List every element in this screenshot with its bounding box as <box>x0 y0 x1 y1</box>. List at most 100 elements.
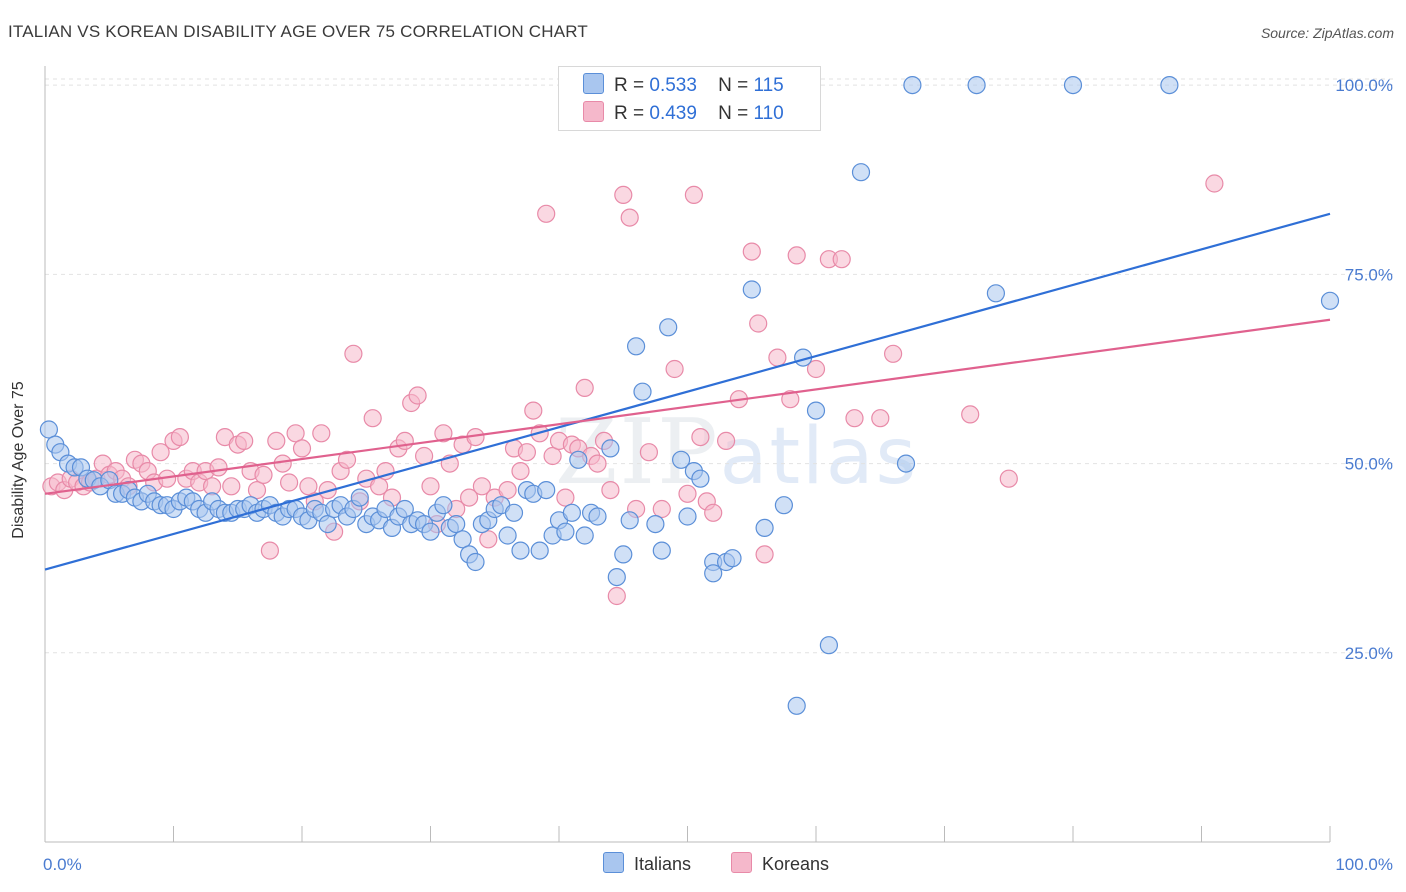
italian-point-90 <box>626 337 646 356</box>
italian-point-83 <box>575 526 594 545</box>
italian-point-81 <box>562 503 582 522</box>
italian-point-76 <box>530 541 549 560</box>
korean-point-50 <box>363 409 382 428</box>
korean-point-42 <box>312 424 331 443</box>
italian-point-63 <box>447 514 466 534</box>
korean-point-25 <box>203 477 222 496</box>
italian-point-98 <box>691 469 710 488</box>
koreans-trend-line <box>44 318 1331 495</box>
korean-point-40 <box>299 477 318 496</box>
koreans-points <box>42 174 1224 606</box>
x-tick-label-min: 0.0% <box>43 855 82 874</box>
italian-point-110 <box>851 163 871 182</box>
italian-point-104 <box>755 518 774 538</box>
korean-point-47 <box>344 344 363 363</box>
italian-point-0 <box>39 420 59 439</box>
italian-point-82 <box>569 450 588 469</box>
korean-point-61 <box>434 424 453 443</box>
legend-italians-swatch <box>603 852 624 873</box>
korean-point-26 <box>209 458 228 477</box>
italian-point-103 <box>742 280 761 299</box>
korean-point-82 <box>575 378 594 397</box>
italian-point-100 <box>704 564 723 583</box>
korean-point-106 <box>787 246 806 265</box>
korean-point-30 <box>235 431 254 450</box>
italian-point-93 <box>652 541 671 560</box>
korean-point-68 <box>479 530 498 549</box>
korean-point-73 <box>517 443 537 462</box>
italian-point-109 <box>819 636 839 655</box>
axes <box>44 66 1331 843</box>
italian-point-91 <box>633 382 652 401</box>
korean-point-46 <box>337 450 357 469</box>
legend-koreans: Koreans <box>731 852 829 875</box>
y-tick-label-100: 100.0% <box>1335 76 1393 95</box>
italian-point-43 <box>318 514 337 534</box>
italians-r-value: 0.533 <box>649 75 697 96</box>
italian-point-85 <box>588 507 607 526</box>
korean-point-103 <box>755 545 774 564</box>
korean-point-88 <box>614 185 633 204</box>
italian-point-61 <box>434 496 453 515</box>
italian-point-94 <box>659 318 678 337</box>
y-tick-label-50: 50.0% <box>1345 455 1393 474</box>
italian-point-77 <box>537 481 556 500</box>
korean-point-39 <box>292 439 312 458</box>
korean-point-43 <box>318 481 337 500</box>
italian-point-111 <box>896 454 916 473</box>
italian-point-108 <box>806 401 826 420</box>
korean-point-67 <box>472 477 491 496</box>
korean-point-94 <box>678 484 697 503</box>
italian-point-71 <box>498 526 517 545</box>
y-tick-label-75: 75.0% <box>1345 265 1393 284</box>
italian-point-80 <box>556 522 575 541</box>
italian-point-95 <box>671 450 691 469</box>
italian-point-114 <box>1320 291 1340 310</box>
tick-labels: 25.0% 50.0% 75.0% 100.0% 0.0% 100.0% <box>43 76 1393 874</box>
korean-point-34 <box>260 541 279 560</box>
korean-point-20 <box>170 428 189 447</box>
korean-point-57 <box>408 386 427 405</box>
italian-point-73 <box>511 541 530 560</box>
italian-point-72 <box>504 503 524 522</box>
korean-point-111 <box>871 409 890 428</box>
korean-point-74 <box>524 401 543 420</box>
legend-koreans-label: Koreans <box>762 854 830 874</box>
korean-point-76 <box>537 204 556 223</box>
korean-point-33 <box>254 465 273 484</box>
italian-point-112 <box>986 284 1006 303</box>
korean-point-101 <box>742 242 761 261</box>
italians-n-label: N = <box>718 75 749 96</box>
italian-point-89 <box>620 511 639 530</box>
korean-point-102 <box>749 314 768 333</box>
korean-point-77 <box>543 446 562 466</box>
x-tick-label-max: 100.0% <box>1335 855 1393 874</box>
chart-source: Source: ZipAtlas.com <box>1260 25 1394 41</box>
korean-point-32 <box>247 481 267 500</box>
korean-point-96 <box>691 428 710 447</box>
legend-row-koreans: R = 0.439 N = 110 <box>583 101 784 125</box>
korean-point-38 <box>286 424 305 443</box>
italians-swatch <box>583 73 604 94</box>
legend-italians: Italians <box>603 852 691 875</box>
korean-point-59 <box>421 477 440 496</box>
italian-point-64 <box>453 530 472 549</box>
korean-point-79 <box>556 488 575 507</box>
korean-point-99 <box>716 431 736 450</box>
italian-point-119 <box>1063 75 1083 95</box>
italian-point-92 <box>646 514 665 534</box>
korean-point-65 <box>460 488 479 507</box>
korean-point-35 <box>267 431 286 450</box>
korean-point-86 <box>601 481 620 500</box>
korean-point-36 <box>273 454 292 473</box>
y-tick-label-25: 25.0% <box>1345 644 1393 663</box>
koreans-n-label: N = <box>718 103 749 124</box>
korean-point-89 <box>620 208 639 227</box>
koreans-r-label: R = <box>614 103 645 124</box>
korean-point-84 <box>588 454 607 473</box>
korean-point-104 <box>768 348 787 367</box>
watermark-atlas: atlas <box>719 412 919 502</box>
italian-point-55 <box>395 499 414 519</box>
chart-title: ITALIAN VS KOREAN DISABILITY AGE OVER 75… <box>8 22 588 41</box>
